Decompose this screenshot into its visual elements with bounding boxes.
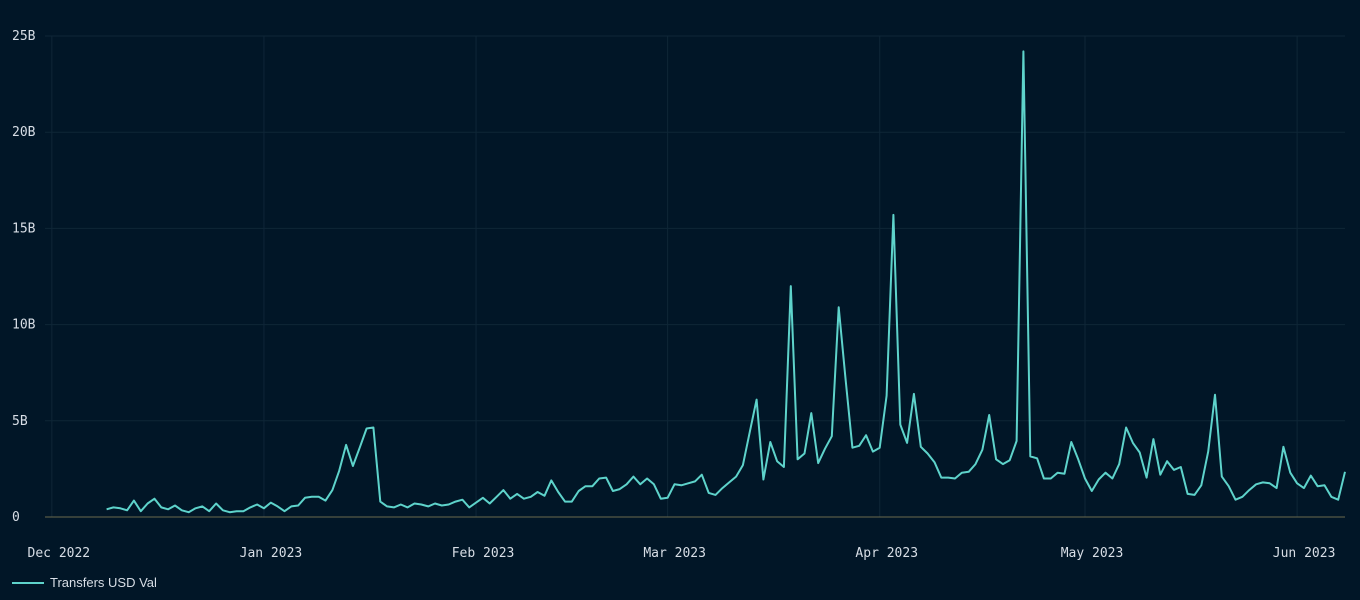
x-tick-label: Apr 2023	[855, 546, 918, 561]
legend-label: Transfers USD Val	[50, 575, 157, 590]
y-tick-label: 5B	[12, 414, 28, 429]
y-tick-label: 20B	[12, 125, 36, 140]
x-tick-label: May 2023	[1061, 546, 1124, 561]
x-tick-label: Jun 2023	[1273, 546, 1336, 561]
x-tick-label: Mar 2023	[643, 546, 706, 561]
legend-swatch	[12, 581, 44, 584]
x-tick-label: Jan 2023	[240, 546, 303, 561]
x-axis: Dec 2022 Jan 2023 Feb 2023 Mar 2023 Apr 2023…	[28, 546, 1336, 561]
legend[interactable]: Transfers USD Val	[12, 575, 157, 590]
series-line-transfers-usd-val	[106, 50, 1346, 514]
y-tick-label: 25B	[12, 29, 36, 44]
x-tick-label: Dec 2022	[28, 546, 91, 561]
y-tick-label: 0	[12, 510, 20, 525]
y-tick-label: 10B	[12, 318, 36, 333]
series-group	[106, 50, 1346, 514]
y-axis: 0 5B 10B 15B 20B 25B	[12, 29, 36, 525]
x-tick-label: Feb 2023	[452, 546, 515, 561]
grid-lines	[45, 35, 1345, 517]
y-tick-label: 15B	[12, 221, 36, 236]
